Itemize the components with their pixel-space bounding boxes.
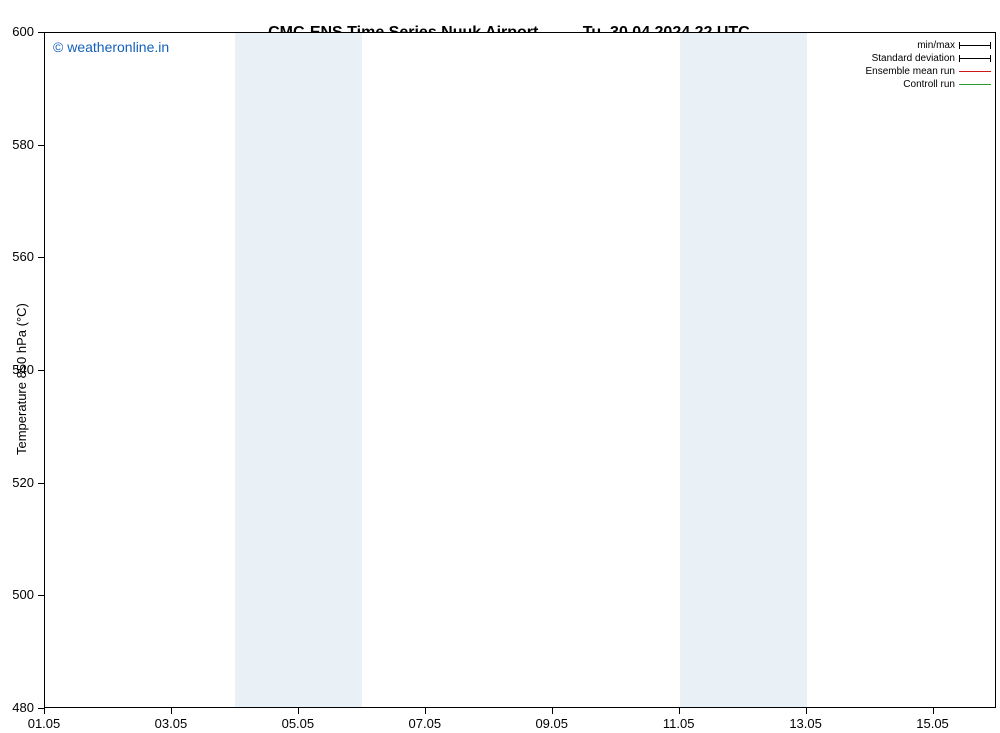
y-tick-label: 500 <box>4 587 34 602</box>
x-tick-label: 05.05 <box>282 716 315 731</box>
x-tick <box>806 708 807 714</box>
y-tick <box>38 257 44 258</box>
legend-item: Ensemble mean run <box>866 65 992 78</box>
weekend-band <box>680 33 807 707</box>
legend-item: min/max <box>866 39 992 52</box>
watermark: © weatheronline.in <box>53 39 169 55</box>
x-tick <box>552 708 553 714</box>
y-tick-label: 560 <box>4 249 34 264</box>
x-tick-label: 01.05 <box>28 716 61 731</box>
plot-area: © weatheronline.in min/maxStandard devia… <box>44 32 996 708</box>
y-tick <box>38 483 44 484</box>
legend-label: min/max <box>917 39 959 52</box>
x-tick-label: 07.05 <box>409 716 442 731</box>
y-axis-label: Temperature 850 hPa (°C) <box>14 303 29 455</box>
y-tick <box>38 370 44 371</box>
x-tick-label: 13.05 <box>789 716 822 731</box>
legend-swatch <box>959 78 991 91</box>
legend: min/maxStandard deviationEnsemble mean r… <box>866 39 992 91</box>
legend-item: Controll run <box>866 78 992 91</box>
legend-label: Standard deviation <box>872 52 959 65</box>
x-tick <box>298 708 299 714</box>
x-tick <box>44 708 45 714</box>
legend-item: Standard deviation <box>866 52 992 65</box>
y-tick-label: 520 <box>4 475 34 490</box>
y-tick <box>38 145 44 146</box>
y-tick-label: 480 <box>4 700 34 715</box>
y-tick-label: 540 <box>4 362 34 377</box>
x-tick <box>933 708 934 714</box>
x-tick-label: 15.05 <box>916 716 949 731</box>
weekend-band <box>235 33 362 707</box>
legend-label: Ensemble mean run <box>866 65 960 78</box>
x-tick <box>679 708 680 714</box>
legend-swatch <box>959 52 991 65</box>
legend-swatch <box>959 39 991 52</box>
legend-swatch <box>959 65 991 78</box>
legend-label: Controll run <box>903 78 959 91</box>
x-tick <box>425 708 426 714</box>
x-tick <box>171 708 172 714</box>
y-tick-label: 600 <box>4 24 34 39</box>
y-tick <box>38 595 44 596</box>
y-tick <box>38 32 44 33</box>
y-tick-label: 580 <box>4 137 34 152</box>
chart-container: { "title": { "text_left": "CMC-ENS Time … <box>0 0 1000 733</box>
x-tick-label: 03.05 <box>155 716 188 731</box>
x-tick-label: 09.05 <box>535 716 568 731</box>
x-tick-label: 11.05 <box>663 716 695 731</box>
